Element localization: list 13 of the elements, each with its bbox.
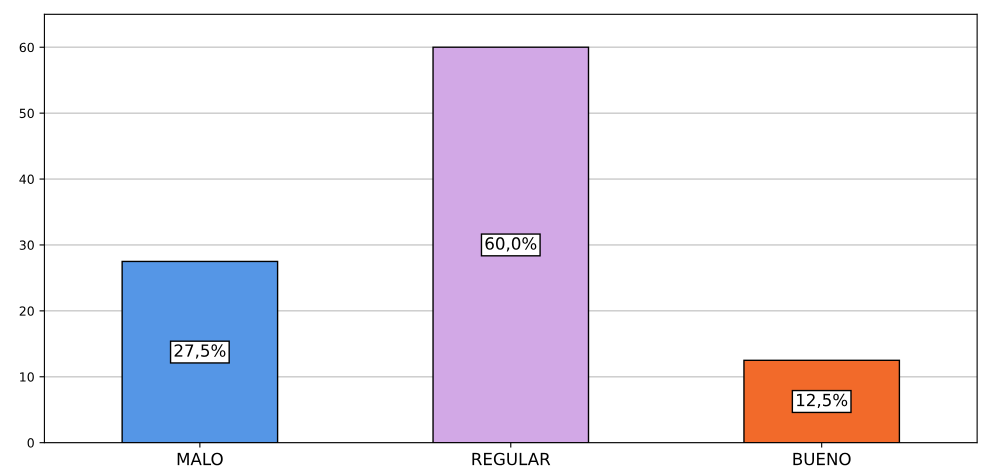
y-tick-label: 10 [20,372,34,382]
data-label: 27,5% [174,344,226,359]
data-label: 12,5% [797,394,848,408]
y-tick-label: 40 [19,174,34,184]
y-tick-label: 20 [20,306,34,316]
y-tick-label: 60 [20,42,34,52]
x-tick-label: MALO [178,452,223,466]
y-tick-label: 0 [28,438,34,448]
x-tick-label: BUENO [793,452,851,466]
data-label: 60,0% [485,237,536,252]
x-tick-label: REGULAR [472,452,550,466]
y-tick-label: 30 [20,240,34,250]
y-tick-label: 50 [20,108,34,118]
